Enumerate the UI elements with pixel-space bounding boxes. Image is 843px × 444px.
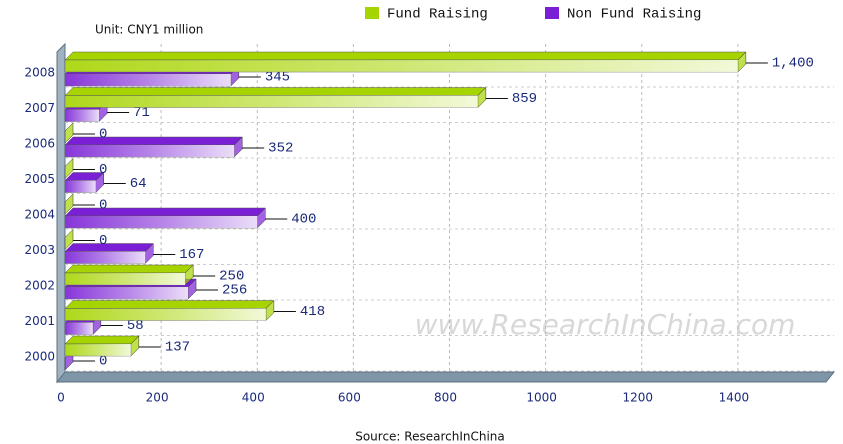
- value-label: 345: [265, 70, 290, 86]
- bar: [64, 193, 74, 215]
- bar-shine: [65, 60, 738, 72]
- x-tick-label: 1400: [719, 391, 750, 405]
- y-tick-label: 2003: [24, 243, 55, 257]
- y-tick-label: 2004: [24, 208, 55, 222]
- value-label: 400: [291, 212, 316, 228]
- bar: [64, 335, 140, 357]
- bar-top: [64, 51, 747, 61]
- bar: [64, 157, 74, 180]
- bar-side: [64, 228, 74, 251]
- bar-shine: [65, 95, 478, 108]
- bar-shine: [65, 308, 266, 321]
- bar-shine: [65, 273, 186, 285]
- bar-top: [64, 300, 275, 309]
- bar-shine: [65, 251, 146, 264]
- bar: [64, 228, 74, 251]
- value-label: 1,400: [772, 56, 814, 72]
- x-tick-label: 800: [434, 391, 457, 405]
- bar-side: [64, 193, 74, 215]
- value-label: 250: [219, 269, 244, 285]
- bar-side: [64, 157, 74, 180]
- value-label: 256: [222, 283, 247, 299]
- bar-top: [64, 243, 154, 252]
- bar-shine: [65, 322, 93, 335]
- bar: [64, 136, 243, 158]
- bar-top: [64, 136, 243, 146]
- bar: [64, 51, 747, 73]
- bar-top: [64, 335, 140, 345]
- bar-top: [64, 207, 266, 217]
- bar: [64, 207, 266, 229]
- value-label: 0: [99, 162, 107, 178]
- bar-side: [64, 122, 74, 144]
- bar-top: [64, 264, 194, 274]
- x-tick-label: 400: [242, 391, 265, 405]
- legend-label: Fund Raising: [387, 7, 488, 23]
- value-label: 859: [512, 91, 537, 107]
- bar-shine: [65, 287, 189, 299]
- value-label: 0: [99, 233, 107, 249]
- bar-shine: [65, 216, 258, 228]
- value-label: 137: [165, 340, 190, 356]
- watermark: www.ResearchInChina.com: [415, 308, 796, 341]
- value-label: 0: [99, 127, 107, 143]
- bar-shine: [65, 180, 96, 193]
- bar: [64, 242, 154, 265]
- bar-shine: [65, 74, 231, 86]
- y-tick-label: 2006: [24, 137, 55, 151]
- legend-swatch: [365, 7, 379, 19]
- value-label: 58: [127, 318, 144, 334]
- bar-shine: [65, 145, 235, 157]
- value-label: 418: [300, 304, 325, 320]
- x-tick-label: 1200: [622, 391, 653, 405]
- legend-swatch: [545, 7, 559, 19]
- bar: [64, 86, 487, 109]
- unit-label: Unit: CNY1 million: [95, 23, 203, 37]
- x-tick-label: 200: [146, 391, 169, 405]
- value-label: 0: [99, 198, 107, 214]
- value-label: 167: [179, 247, 204, 263]
- bar-shine: [65, 344, 131, 356]
- bar-shine: [65, 109, 100, 122]
- x-tick-label: 0: [57, 391, 65, 405]
- value-label: 352: [268, 141, 293, 157]
- value-label: 71: [133, 105, 150, 121]
- bar: [64, 299, 275, 322]
- y-tick-label: 2002: [24, 279, 55, 293]
- y-tick-label: 2000: [24, 350, 55, 364]
- bar-top: [64, 87, 487, 96]
- y-tick-label: 2005: [24, 172, 55, 186]
- y-tick-label: 2007: [24, 101, 55, 115]
- value-label: 64: [130, 176, 147, 192]
- floor: [55, 371, 836, 383]
- bar: [64, 264, 194, 286]
- wall: [56, 42, 66, 384]
- legend-label: Non Fund Raising: [567, 7, 701, 23]
- source: Source: ResearchInChina: [355, 430, 505, 444]
- x-tick-label: 1000: [526, 391, 557, 405]
- bar: [64, 122, 74, 144]
- y-tick-label: 2008: [24, 66, 55, 80]
- bar: [64, 171, 105, 194]
- x-tick-label: 600: [338, 391, 361, 405]
- value-label: 0: [99, 354, 107, 370]
- y-tick-label: 2001: [24, 314, 55, 328]
